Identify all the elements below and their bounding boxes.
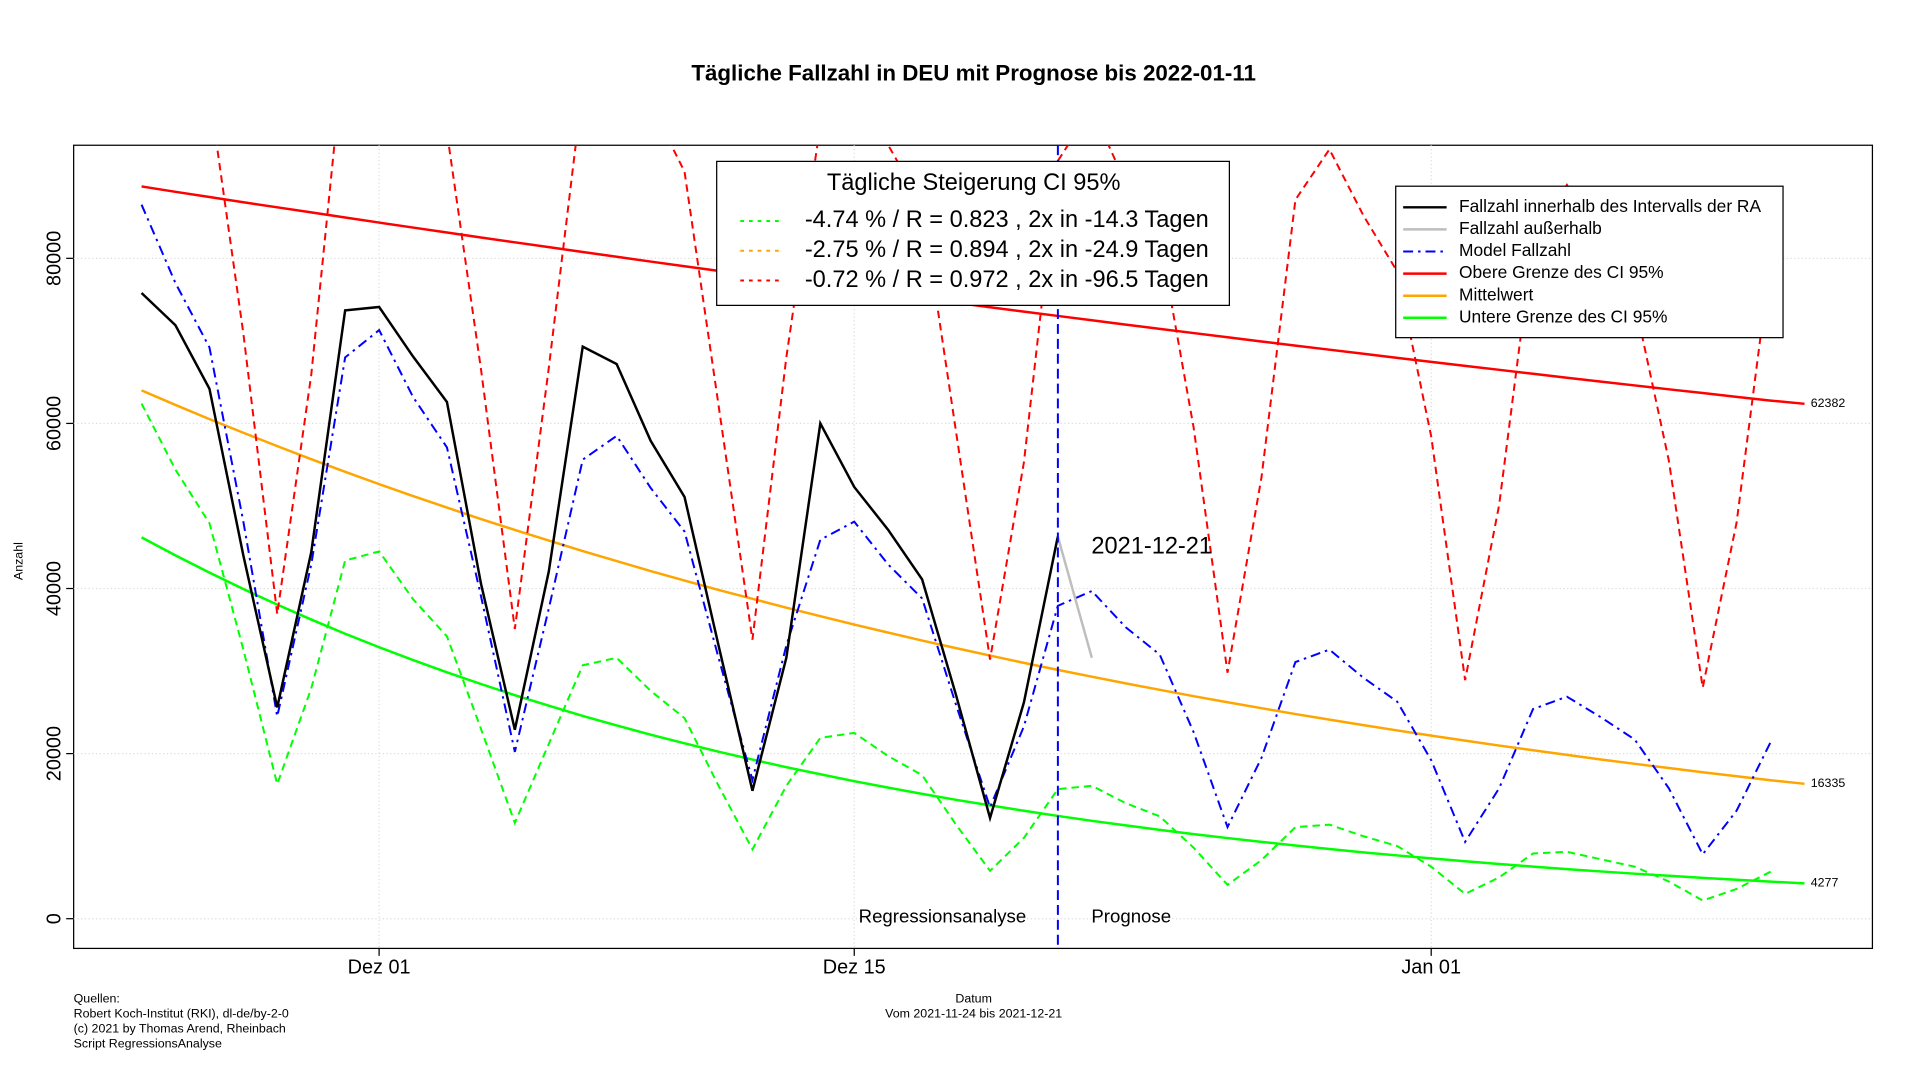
series-line — [215, 145, 1772, 688]
grid: 0 20000 40000 60000 80000 Dez 01 Dez 15 Jan 01 — [43, 145, 1873, 979]
legend-label: -0.72 % / R = 0.972 , 2x in -96.5 Tagen — [805, 266, 1209, 292]
legend-label: Untere Grenze des CI 95% — [1459, 306, 1667, 326]
y-tick-label: 40000 — [43, 561, 65, 616]
legend-box — [716, 160, 1231, 306]
source: Script RegressionsAnalyse — [74, 1036, 222, 1050]
source: Robert Koch-Institut (RKI), dl-de/by-2-0 — [74, 1006, 289, 1020]
series-line — [140, 403, 1772, 902]
series-line — [1056, 536, 1094, 659]
y-axis-label: Anzahl — [11, 542, 25, 580]
y-tick-label: 60000 — [43, 396, 65, 451]
subtitle: Vom 2021-11-24 bis 2021-12-21 — [885, 1006, 1062, 1020]
ci-legend: Tägliche Steigerung CI 95% -4.74 % / R = … — [716, 160, 1231, 306]
x-axis-label: Datum — [955, 992, 992, 1006]
legend-label: -2.75 % / R = 0.894 , 2x in -24.9 Tagen — [805, 236, 1209, 262]
split-date-label: 2021-12-21 — [1091, 533, 1212, 559]
split-left-label: Regressionsanalyse — [859, 905, 1027, 926]
legend-box — [1395, 185, 1784, 339]
series-line — [141, 389, 1805, 786]
x-tick-label: Jan 01 — [1401, 957, 1461, 979]
legend-label: Fallzahl innerhalb des Intervalls der RA — [1459, 196, 1761, 216]
y-tick-label: 20000 — [43, 726, 65, 781]
series-line — [140, 536, 1805, 885]
legend-label: Fallzahl außerhalb — [1459, 218, 1602, 238]
series-line — [140, 204, 1772, 857]
source: (c) 2021 by Thomas Arend, Rheinbach — [74, 1021, 286, 1035]
x-tick-label: Dez 01 — [348, 957, 411, 979]
end-label: 62382 — [1811, 396, 1846, 410]
split-right-label: Prognose — [1091, 905, 1171, 926]
y-tick-label: 80000 — [43, 231, 65, 286]
plot-frame — [73, 144, 1874, 950]
legend-label: Model Fallzahl — [1459, 240, 1571, 260]
overlay: 62382 16335 4277 2021-12-21 Regressionsanaly… — [716, 145, 1846, 949]
legend-label: Obere Grenze des CI 95% — [1459, 262, 1664, 282]
end-label: 4277 — [1811, 876, 1839, 890]
legend-label: -4.74 % / R = 0.823 , 2x in -14.3 Tagen — [805, 206, 1209, 232]
series-line — [140, 292, 1060, 823]
source: Quellen: — [74, 992, 120, 1006]
end-label: 16335 — [1811, 776, 1846, 790]
y-tick-label: 0 — [43, 913, 65, 924]
legend-label: Mittelwert — [1459, 284, 1533, 304]
chart-title: Tägliche Fallzahl in DEU mit Prognose bi… — [691, 60, 1256, 85]
legend-title: Tägliche Steigerung CI 95% — [827, 169, 1121, 195]
x-tick-label: Dez 15 — [823, 957, 886, 979]
legend: Fallzahl innerhalb des Intervalls der RA… — [1395, 185, 1784, 339]
plot-area — [140, 145, 1805, 902]
